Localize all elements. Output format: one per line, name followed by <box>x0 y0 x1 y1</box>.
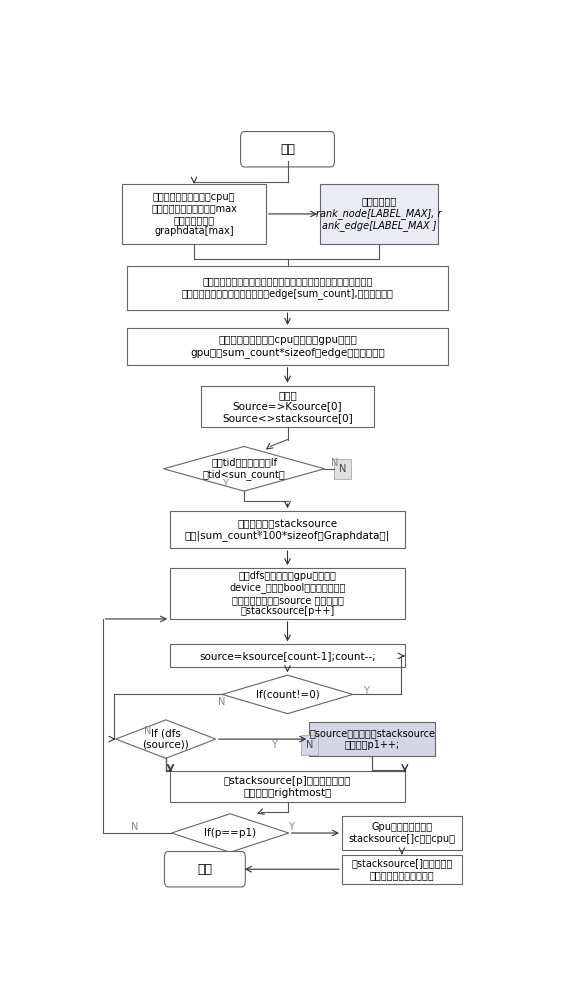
Bar <box>201 386 374 427</box>
Text: Y: Y <box>363 686 369 696</box>
Polygon shape <box>116 720 216 758</box>
Text: Gpu端线程结束，将
stacksource[]c传给cpu端: Gpu端线程结束，将 stacksource[]c传给cpu端 <box>348 822 456 844</box>
Bar <box>170 644 405 667</box>
FancyBboxPatch shape <box>241 132 334 167</box>
Text: Y: Y <box>270 740 277 750</box>
Bar <box>334 459 351 479</box>
Text: N: N <box>331 458 338 468</box>
Bar <box>127 266 448 310</box>
Text: If (dfs
(source)): If (dfs (source)) <box>142 728 189 750</box>
Text: 将stacksource[p]进行进行下一条
边的扩展（rightmost）: 将stacksource[p]进行进行下一条 边的扩展（rightmost） <box>224 776 351 798</box>
Bar <box>170 568 405 619</box>
Text: N: N <box>144 726 151 736</box>
Text: N: N <box>339 464 346 474</box>
Polygon shape <box>172 814 289 852</box>
Text: 从模拟数据读入数据到cpu内
存，令图数据的图个数为max
个，定义结构体
graphdata[max]: 从模拟数据读入数据到cpu内 存，令图数据的图个数为max 个，定义结构体 gr… <box>151 192 237 236</box>
FancyBboxPatch shape <box>164 852 245 887</box>
Text: If(count!=0): If(count!=0) <box>256 689 319 699</box>
Text: 开辟一块内存stacksource
大小|sum_count*100*sizeof（Graphdata）|: 开辟一块内存stacksource 大小|sum_count*100*sizeo… <box>185 518 390 541</box>
Text: 开始: 开始 <box>280 143 295 156</box>
Bar <box>127 328 448 365</box>
Text: 结束: 结束 <box>197 863 213 876</box>
Bar <box>122 184 266 244</box>
Text: source=ksource[count-1];count--;: source=ksource[count-1];count--; <box>199 651 376 661</box>
Polygon shape <box>164 446 324 491</box>
Bar <box>170 511 405 548</box>
Bar <box>170 771 405 802</box>
Text: 将排好序的频繁边从cpu端传输到gpu端，为
gpu开辟sum_count*sizeof（edge）个内存空间: 将排好序的频繁边从cpu端传输到gpu端，为 gpu开辟sum_count*si… <box>190 335 385 358</box>
Text: 将stacksource[]进行遍历，
频繁子图输出到记事本中: 将stacksource[]进行遍历， 频繁子图输出到记事本中 <box>351 858 453 880</box>
Text: N: N <box>218 697 225 707</box>
Text: 定义两个数组
rank_node[LABEL_MAX], r
ank_edge[LABEL_MAX ]: 定义两个数组 rank_node[LABEL_MAX], r ank_edge[… <box>316 196 442 231</box>
Text: 初始化
Source=>Ksource[0]
Source<>stacksource[0]: 初始化 Source=>Ksource[0] Source<>stacksour… <box>222 390 353 423</box>
Text: 利用以上数组进行对图数据遍历，找到所有的频繁点和频繁边。并
用此集合，快速找出所有的频繁边edge[sum_count],实施并行策略: 利用以上数组进行对图数据遍历，找到所有的频繁点和频繁边。并 用此集合，快速找出所… <box>182 277 393 299</box>
Text: Y: Y <box>256 530 262 540</box>
Bar <box>320 184 438 244</box>
Bar <box>342 816 462 850</box>
Text: Y: Y <box>288 822 294 832</box>
Text: 将source压入到堆栈stacksource
中，计数p1++;: 将source压入到堆栈stacksource 中，计数p1++; <box>309 728 435 750</box>
Text: Y: Y <box>222 479 227 489</box>
Bar <box>342 855 462 884</box>
Text: N: N <box>306 740 313 750</box>
Text: If(p==p1): If(p==p1) <box>204 828 256 838</box>
Text: N: N <box>131 822 138 832</box>
Text: 进行dfs编码，并在gpu的设备端
device_，返回bool值，确定该频繁
边是否编码，并让source 指向下一条
边stacksource[p++]: 进行dfs编码，并在gpu的设备端 device_，返回bool值，确定该频繁 … <box>229 571 346 616</box>
Bar <box>309 722 435 756</box>
Bar <box>301 735 318 755</box>
Polygon shape <box>222 675 353 714</box>
Text: 定义tid为线程标号，If
（tid<sun_count）: 定义tid为线程标号，If （tid<sun_count） <box>203 458 286 480</box>
